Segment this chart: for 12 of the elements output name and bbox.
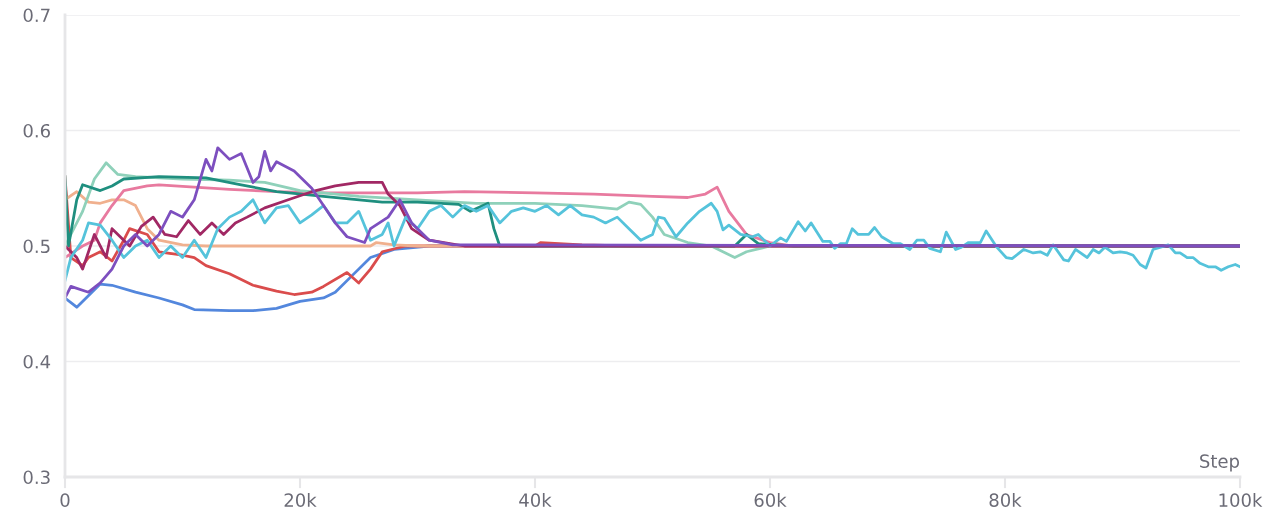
x-tick-label: 80k bbox=[989, 492, 1022, 507]
y-tick-label: 0.6 bbox=[23, 123, 50, 138]
x-axis-title: Step bbox=[1200, 454, 1240, 472]
y-tick-label: 0.4 bbox=[23, 354, 51, 369]
y-tick-label: 0.7 bbox=[23, 8, 50, 23]
x-tick-label: 40k bbox=[519, 492, 552, 507]
x-tick-label: 100k bbox=[1219, 492, 1263, 507]
x-tick-label: 60k bbox=[754, 492, 787, 507]
y-tick-label: 0.3 bbox=[23, 470, 50, 485]
x-tick-label: 20k bbox=[284, 492, 317, 507]
x-tick-label: 0 bbox=[60, 493, 70, 507]
y-tick-label: 0.5 bbox=[23, 239, 50, 254]
